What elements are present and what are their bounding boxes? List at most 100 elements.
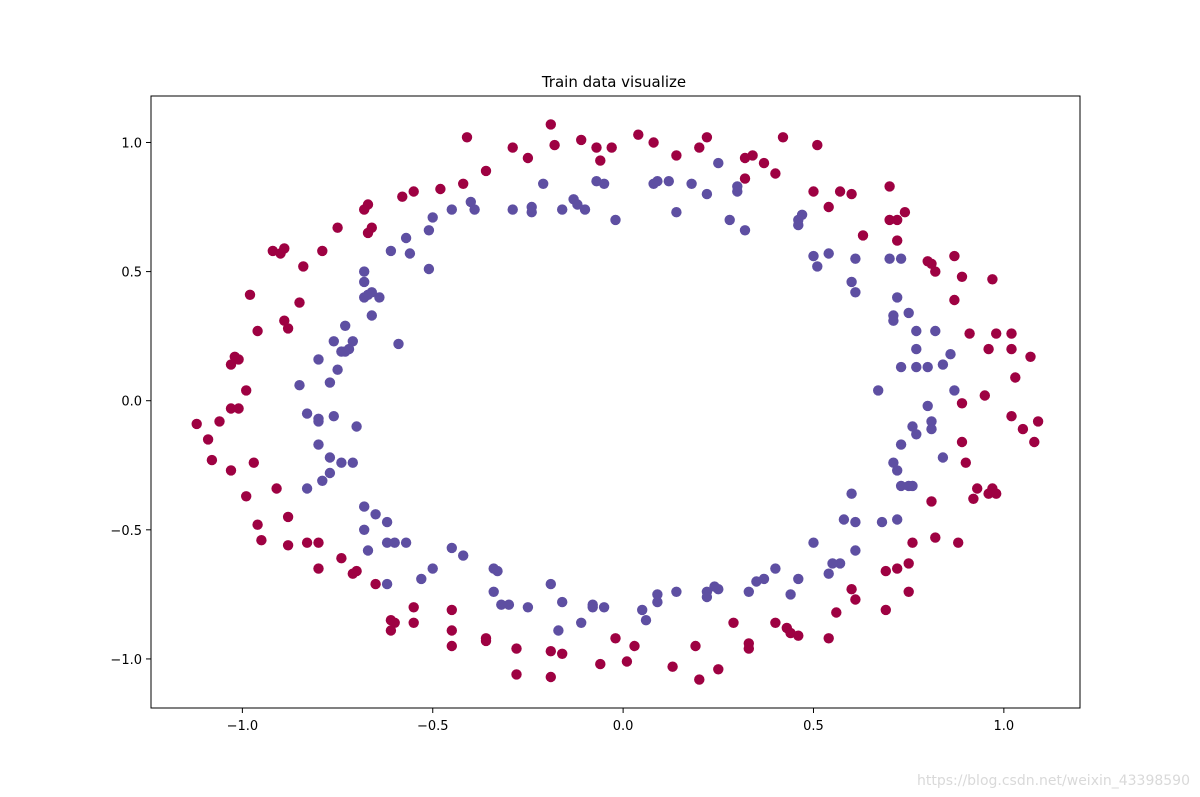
data-point-series1-4 (545, 119, 556, 130)
data-point-series1-86 (823, 633, 834, 644)
data-point-series1-99 (956, 436, 968, 448)
data-point-series1-126 (899, 207, 911, 218)
data-point-series1-49 (301, 537, 313, 548)
data-point-series2-11 (739, 225, 751, 236)
data-point-series2-146 (579, 204, 591, 215)
data-point-series1-130 (884, 181, 895, 192)
data-point-series1-110 (1029, 436, 1040, 448)
data-point-series1-74 (629, 640, 640, 652)
data-point-series1-68 (545, 646, 556, 657)
y-tick-label: 0.5 (121, 266, 142, 281)
data-point-series1-72 (621, 656, 633, 667)
data-point-series1-91 (880, 565, 891, 577)
data-point-series2-77 (576, 617, 587, 628)
data-point-series2-108 (328, 411, 339, 422)
data-point-series2-57 (823, 568, 834, 579)
data-point-series1-113 (1006, 343, 1017, 355)
data-point-series2-21 (884, 253, 895, 264)
data-point-series2-131 (404, 248, 416, 259)
data-point-series1-52 (313, 563, 324, 574)
data-point-series1-88 (846, 584, 857, 595)
data-point-series2-126 (366, 287, 377, 298)
x-tick-label: −0.5 (417, 719, 449, 734)
data-point-series2-81 (522, 602, 534, 613)
data-point-series2-137 (465, 196, 476, 208)
data-point-series1-73 (610, 633, 621, 644)
data-point-series2-96 (359, 524, 370, 535)
data-point-series2-49 (892, 514, 903, 525)
data-point-series2-74 (598, 602, 610, 613)
data-point-series2-91 (400, 537, 412, 548)
data-point-series2-36 (873, 385, 884, 396)
data-point-series2-30 (911, 361, 922, 373)
data-point-series2-80 (553, 625, 564, 636)
data-point-series1-54 (347, 568, 358, 579)
data-point-series2-6 (648, 178, 659, 189)
data-point-series1-76 (690, 640, 701, 652)
data-point-series2-84 (488, 586, 499, 597)
data-point-series2-112 (294, 380, 305, 391)
data-points-group (191, 119, 1044, 685)
data-point-series1-137 (758, 157, 770, 169)
data-point-series1-24 (275, 248, 286, 259)
x-tick-label: −1.0 (227, 719, 259, 734)
data-point-series2-105 (301, 483, 313, 494)
data-point-series2-33 (945, 349, 956, 360)
data-point-series1-119 (956, 271, 968, 282)
data-point-series1-79 (728, 617, 739, 628)
data-point-series1-45 (282, 511, 294, 523)
data-point-series2-130 (385, 245, 397, 257)
data-point-series1-20 (362, 227, 374, 239)
data-point-series2-106 (313, 439, 324, 450)
data-point-series2-26 (903, 307, 914, 319)
data-point-series1-51 (336, 553, 347, 564)
data-point-series2-54 (850, 545, 861, 556)
data-point-series1-28 (279, 315, 290, 326)
data-point-series2-94 (381, 578, 393, 590)
y-tick-label: −0.5 (110, 524, 142, 539)
data-point-series2-7 (671, 207, 682, 218)
data-point-series1-140 (739, 173, 751, 184)
data-point-series1-120 (987, 274, 998, 285)
data-point-series1-2 (777, 132, 789, 143)
data-point-series1-5 (576, 134, 587, 146)
data-point-series1-105 (991, 488, 1002, 499)
data-point-series2-103 (324, 452, 336, 463)
data-point-series1-38 (191, 418, 202, 430)
data-point-series2-71 (652, 596, 663, 608)
data-point-series1-15 (397, 191, 408, 202)
data-point-series1-127 (892, 214, 903, 226)
data-point-series1-81 (743, 643, 754, 654)
data-point-series1-116 (1006, 328, 1017, 339)
data-point-series2-92 (389, 537, 400, 548)
data-point-series2-83 (496, 599, 507, 610)
data-point-series2-58 (808, 537, 819, 548)
data-point-series2-134 (423, 225, 435, 236)
data-point-series1-145 (606, 142, 617, 153)
data-point-series1-97 (930, 532, 941, 543)
data-point-series2-72 (637, 604, 648, 616)
data-point-series2-113 (324, 377, 336, 388)
data-point-series2-141 (526, 201, 537, 213)
data-point-series1-131 (857, 230, 869, 241)
data-point-series2-101 (336, 457, 347, 468)
data-point-series2-138 (469, 204, 480, 215)
data-point-series1-44 (241, 491, 252, 502)
data-point-series1-39 (202, 434, 214, 445)
data-point-series2-76 (587, 602, 598, 613)
data-point-series1-30 (252, 325, 263, 337)
data-point-series1-59 (385, 625, 397, 636)
data-point-series2-48 (937, 452, 949, 463)
data-point-series1-146 (595, 155, 606, 166)
data-point-series1-10 (461, 132, 473, 143)
data-point-series2-23 (892, 292, 903, 303)
data-point-series1-112 (1010, 372, 1021, 383)
data-point-series2-60 (785, 589, 796, 600)
data-point-series1-34 (241, 385, 252, 396)
data-point-series2-35 (949, 385, 960, 396)
data-point-series2-66 (709, 581, 720, 592)
y-axis: 1.0 0.5 0.0 −0.5 −1.0 (110, 136, 151, 668)
data-point-series2-95 (362, 545, 374, 556)
data-point-series2-15 (808, 250, 819, 262)
